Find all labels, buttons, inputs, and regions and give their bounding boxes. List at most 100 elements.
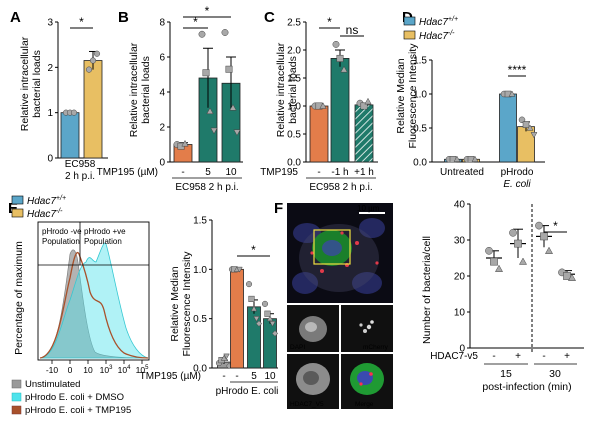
c-point-2-1 <box>332 40 340 48</box>
c-ytick-label-4: 2.0 <box>287 46 301 57</box>
f-point-4-2 <box>563 272 571 280</box>
panel-letter-e: E <box>8 200 18 217</box>
b-point-2-2 <box>202 69 210 77</box>
f-label-merge: Merge <box>355 401 374 408</box>
f-ytick-label-1: 10 <box>454 308 466 319</box>
e-point-4-2 <box>264 310 271 317</box>
c-ylabel: Relative intracellularbacterial loads <box>275 42 299 137</box>
b-point-3-2 <box>225 65 233 73</box>
b-point-1-3 <box>181 139 189 147</box>
e-leg-unstim: Unstimulated <box>25 379 80 390</box>
e-bar-3 <box>247 306 261 369</box>
e-point-2-4 <box>236 266 243 273</box>
f-tick-2: + <box>515 351 521 362</box>
b-sig-1-label: * <box>205 4 210 18</box>
e-legend-ko: Hdac7-/- <box>27 208 63 220</box>
e-hist-xticks: -10 0 10 103 104 105 <box>46 360 149 375</box>
e-ytick-label-0: 0.0 <box>193 364 207 375</box>
f-point-1-3 <box>494 264 504 272</box>
d-ytick-label-1: 0.5 <box>413 124 427 135</box>
a-ytick-label-1: 1 <box>47 108 53 119</box>
f-ytick-label-3: 30 <box>454 236 466 247</box>
b-ytick-label-0: 0 <box>159 158 165 169</box>
e-point-4-3 <box>266 315 274 322</box>
b-tick-1: - <box>181 167 184 178</box>
d-point-1-1-3 <box>453 155 461 162</box>
e-factor-label: TMP195 (µM) <box>140 371 201 382</box>
d-legend-wt: Hdac7+/+ <box>419 16 458 28</box>
c-tick-2: -1 h <box>331 167 348 178</box>
f-tick-1: - <box>492 351 495 362</box>
f-point-3-3 <box>544 246 554 254</box>
e-hist-xtick-label-1: -10 <box>46 365 59 375</box>
f-micrograph-main: 10 µm <box>287 203 393 303</box>
b-ytick-label-2: 4 <box>159 88 165 99</box>
a-point-1-3 <box>70 109 78 116</box>
b-factor-label: TMP195 (µM) <box>97 167 158 178</box>
e-point-3-3 <box>250 305 258 312</box>
f-sig-label: * <box>553 219 558 233</box>
b-ylabel: Relative intracellularbacterial loads <box>128 42 152 137</box>
d-legend-swatch-wt <box>403 16 416 26</box>
e-hist-xtick-label-4: 103 <box>100 365 113 375</box>
c-ytick-label-5: 2.5 <box>287 18 301 29</box>
panel-letter-f: F <box>274 200 283 217</box>
b-tick-2: 5 <box>205 167 211 178</box>
e-hist-xtick-label-2: 0 <box>68 365 73 375</box>
f-ytick-label-2: 20 <box>454 272 466 283</box>
e-tick-3: 5 <box>251 371 257 382</box>
c-ytick-label-0: 0.0 <box>287 158 301 169</box>
f-micrograph-dapi: DAPI <box>287 305 339 352</box>
c-tick-1: - <box>317 167 320 178</box>
e-point-1-3 <box>220 354 228 361</box>
c-point-2-2 <box>336 54 344 62</box>
f-point-2-2 <box>514 239 522 248</box>
d-point-2-2-2 <box>522 121 530 128</box>
e-pos-label: pHrodo +ve Population <box>84 227 126 246</box>
d-ytick-label-3: 1.5 <box>413 56 427 67</box>
f-scalebar-label: 10 µm <box>357 204 380 213</box>
c-point-2-3 <box>340 65 348 73</box>
e-hist-xtick-label-3: 10 <box>83 365 93 375</box>
d-point-2-2-1 <box>518 116 526 124</box>
f-micrograph-hdac: HDAC7_V5 <box>287 354 339 409</box>
c-point-1-3 <box>319 102 327 109</box>
c-ytick-label-1: 0.5 <box>287 130 301 141</box>
c-sig-2-label: ns <box>346 23 359 37</box>
d-group-ecoli: E. coli <box>503 179 531 190</box>
f-point-2-3 <box>518 257 528 265</box>
b-xsub: EC958 2 h p.i. <box>175 182 238 193</box>
c-bar-1 <box>309 105 329 163</box>
d-sig-label: **** <box>508 63 527 77</box>
f-label-hdac: HDAC7_V5 <box>290 401 324 408</box>
e-hist-tmp195 <box>39 252 149 359</box>
e-tick-1: - <box>222 371 225 382</box>
e-histogram: pHrodo -ve Population pHrodo +ve Populatio… <box>37 221 150 375</box>
b-point-3-3 <box>229 104 237 111</box>
f-point-1-2 <box>490 257 498 266</box>
b-ytick-label-3: 6 <box>159 53 165 64</box>
b-point-2-4 <box>210 127 218 135</box>
panel-letter-b: B <box>118 9 129 26</box>
a-bar-1 <box>60 112 80 159</box>
a-point-2-3 <box>93 50 101 57</box>
d-ylabel: Relative MedianFluorescence Intensity <box>395 43 419 149</box>
f-tick-4: + <box>564 351 570 362</box>
panel-letter-c: C <box>264 9 275 26</box>
c-sig-1-label: * <box>327 15 332 29</box>
f-point-3-1 <box>535 221 543 230</box>
d-point-2-2-4 <box>530 132 538 139</box>
f-ylabel: Number of bacteria/cell <box>421 236 433 344</box>
c-tick-3: +1 h <box>354 167 374 178</box>
e-point-4-5 <box>271 330 279 337</box>
a-xsub: 2 h p.i. <box>65 171 95 182</box>
a-sig-label: * <box>79 15 84 29</box>
d-ytick-label-2: 1.0 <box>413 90 427 101</box>
c-factor-label: TMP195 <box>260 167 298 178</box>
e-legend-swatch-wt <box>11 195 24 205</box>
e-ytick-label-2: 1.0 <box>193 265 207 276</box>
c-point-3-2 <box>360 102 368 110</box>
f-point-1-1 <box>485 246 493 255</box>
b-sig-2-label: * <box>193 15 198 29</box>
